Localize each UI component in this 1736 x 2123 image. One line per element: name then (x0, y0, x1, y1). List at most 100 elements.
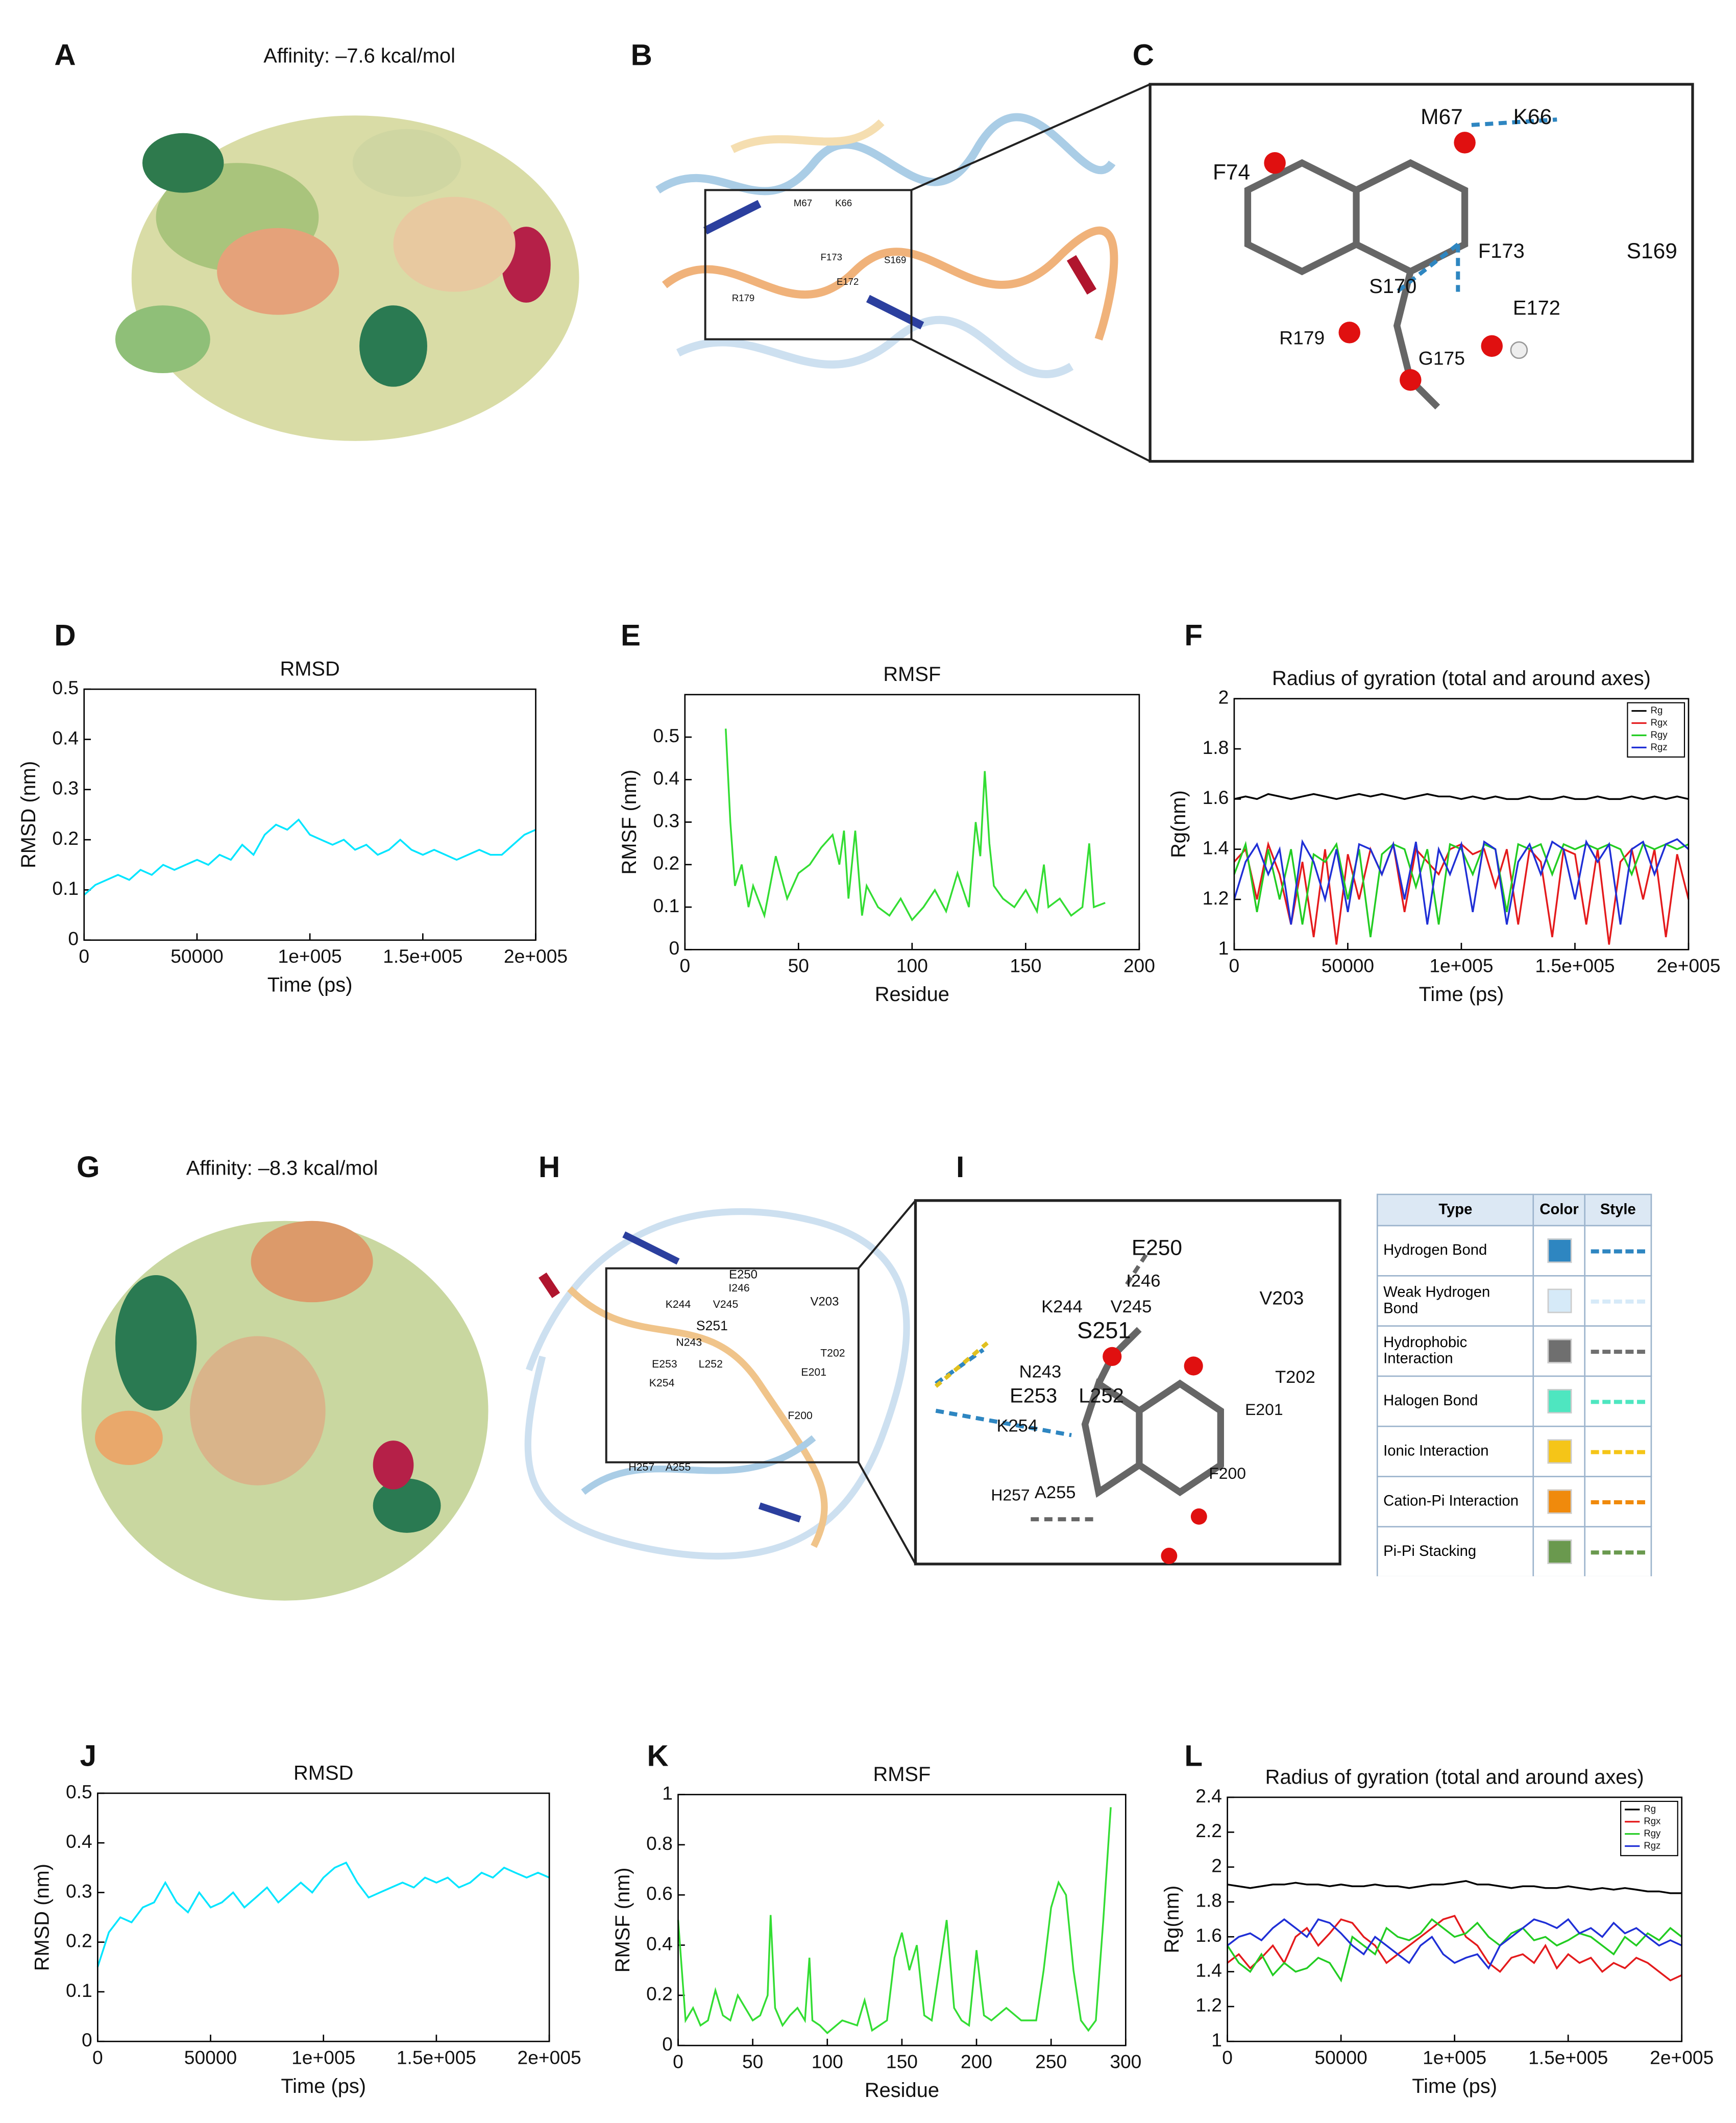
y-tick-label: 1.2 (1195, 1994, 1222, 2016)
x-tick-label: 1.5e+005 (1528, 2047, 1608, 2068)
y-tick-label: 2 (1211, 1854, 1222, 1876)
residue-label: L252 (1079, 1385, 1124, 1407)
color-swatch (1547, 1489, 1572, 1514)
color-swatch (1547, 1439, 1572, 1464)
table-row: Cation-Pi Interaction (1376, 1476, 1652, 1528)
style-cell (1584, 1425, 1652, 1477)
residue-label: K244 (666, 1298, 691, 1310)
x-tick-label: 0 (673, 2051, 683, 2072)
x-axis-label: Time (ps) (1419, 983, 1504, 1006)
panel-letter: H (539, 1151, 560, 1184)
surface-a (115, 115, 579, 441)
panel-letter: I (956, 1151, 964, 1184)
residue-label: H257 (628, 1461, 654, 1473)
color-cell (1533, 1476, 1586, 1528)
y-tick-label: 0.4 (52, 727, 79, 748)
series-line (1227, 1918, 1682, 1970)
y-tick-label: 2.2 (1195, 1820, 1222, 1841)
plot-frame (1233, 698, 1690, 950)
residue-label: I246 (728, 1282, 749, 1294)
interaction-type: Halogen Bond (1376, 1375, 1534, 1427)
y-tick-label: 0.4 (653, 767, 679, 789)
interaction-table: Type Color Style Hydrogen Bond Weak Hydro… (1376, 1193, 1652, 1576)
color-cell (1533, 1275, 1586, 1327)
residue-label: L252 (699, 1358, 723, 1370)
x-axis-label: Residue (865, 2079, 939, 2102)
style-line (1591, 1249, 1645, 1253)
style-cell (1584, 1476, 1652, 1528)
residue-label: H257 (991, 1486, 1030, 1504)
series-line (725, 728, 1106, 922)
y-tick-label: 1.2 (1203, 887, 1229, 909)
ligand-i (914, 1199, 1341, 1566)
residue-label: K244 (1041, 1297, 1083, 1316)
y-axis-label: Rg(nm) (1161, 1886, 1183, 1954)
ribbon-h (524, 1200, 917, 1565)
x-tick-label: 100 (896, 955, 928, 977)
plot-frame (1227, 1796, 1683, 2042)
x-tick-label: 1.5e+005 (397, 2047, 476, 2068)
chart-title: RMSF (873, 1763, 931, 1786)
y-axis-label: RMSD (nm) (31, 1864, 54, 1971)
style-line (1591, 1449, 1645, 1454)
residue-label: E253 (652, 1358, 677, 1370)
x-tick-label: 150 (1010, 955, 1041, 977)
residue-label: E172 (837, 276, 859, 287)
y-tick-label: 1.6 (1195, 1924, 1222, 1946)
y-tick-label: 0.4 (66, 1831, 92, 1852)
residue-label: N243 (676, 1336, 702, 1348)
panel-letter: A (54, 38, 76, 71)
residue-label: F173 (821, 252, 842, 262)
residue-label: E250 (729, 1267, 757, 1281)
color-cell (1533, 1526, 1586, 1576)
table-header: Style (1584, 1193, 1652, 1227)
series-line (1227, 1918, 1682, 1983)
table-header: Color (1533, 1193, 1586, 1227)
y-tick-label: 0 (669, 937, 679, 959)
y-tick-label: 0.2 (653, 852, 679, 874)
x-tick-label: 0 (79, 945, 89, 967)
ribbon-b (655, 83, 1151, 462)
affinity-title: Affinity: –8.3 kcal/mol (186, 1157, 378, 1179)
x-tick-label: 50000 (170, 945, 223, 967)
color-cell (1533, 1425, 1586, 1477)
legend-label: Rgy (1651, 729, 1668, 740)
series-line (1233, 838, 1690, 925)
y-tick-label: 0.3 (66, 1880, 92, 1901)
style-cell (1584, 1526, 1652, 1576)
x-tick-label: 50000 (1314, 2047, 1367, 2068)
y-tick-label: 1 (1218, 937, 1229, 959)
x-tick-label: 2e+005 (518, 2047, 581, 2068)
chart-title: RMSF (883, 663, 941, 686)
panel-letter: C (1133, 38, 1154, 71)
color-swatch (1547, 1389, 1572, 1413)
y-tick-label: 0 (82, 2029, 92, 2051)
legend-label: Rgz (1651, 741, 1668, 752)
interaction-type: Pi-Pi Stacking (1376, 1526, 1534, 1576)
y-tick-label: 0.2 (646, 1983, 673, 2005)
x-tick-label: 50000 (1322, 955, 1374, 977)
x-axis-label: Time (ps) (267, 974, 353, 996)
residue-label: V203 (1259, 1287, 1304, 1309)
x-tick-label: 0 (1229, 955, 1240, 977)
residue-label: E201 (1245, 1400, 1283, 1419)
panel-letter: J (80, 1739, 96, 1772)
residue-label: T202 (820, 1347, 845, 1359)
y-tick-label: 0.2 (52, 827, 79, 849)
interaction-type: Hydrogen Bond (1376, 1225, 1534, 1277)
y-axis-label: Rg(nm) (1167, 790, 1190, 858)
residue-label: E201 (801, 1366, 826, 1378)
y-tick-label: 1.4 (1195, 1959, 1222, 1981)
residue-label: K66 (835, 198, 852, 208)
plot-frame (83, 688, 536, 941)
panel-letter: L (1184, 1739, 1203, 1772)
y-tick-label: 0.1 (52, 877, 79, 899)
x-tick-label: 1e+005 (278, 945, 342, 967)
style-cell (1584, 1225, 1652, 1277)
residue-label: S251 (1077, 1317, 1131, 1343)
y-tick-label: 0.1 (653, 895, 679, 916)
x-tick-label: 100 (812, 2051, 843, 2072)
residue-label: I246 (1126, 1271, 1160, 1290)
x-tick-label: 200 (1123, 955, 1155, 977)
table-row: Hydrogen Bond (1376, 1225, 1652, 1277)
